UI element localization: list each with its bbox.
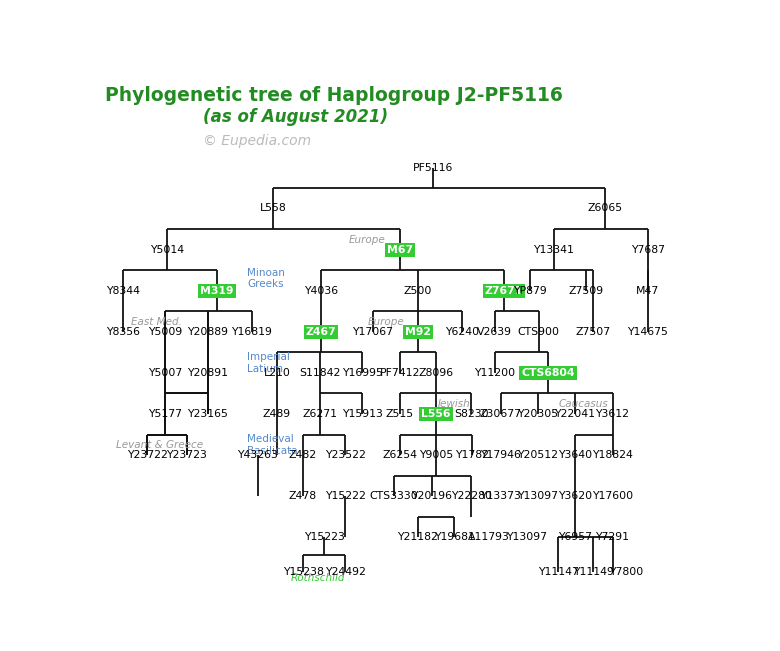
Text: Medieval
Basilicata: Medieval Basilicata [247,434,298,456]
Text: Phylogenetic tree of Haplogroup J2-PF5116: Phylogenetic tree of Haplogroup J2-PF511… [105,86,562,105]
Text: Y15913: Y15913 [342,409,383,419]
Text: Y8356: Y8356 [106,327,140,337]
Text: L558: L558 [260,204,286,214]
Text: Y17946: Y17946 [480,450,521,460]
Text: Z467: Z467 [306,327,336,337]
Text: Z7671: Z7671 [484,286,523,296]
Text: Europe: Europe [349,234,385,245]
Text: PF7412: PF7412 [380,368,420,378]
Text: S11842: S11842 [300,368,341,378]
Text: V2639: V2639 [477,327,512,337]
Text: Y20305: Y20305 [517,409,558,419]
Text: Y17067: Y17067 [352,327,393,337]
Text: L210: L210 [264,368,290,378]
Text: Z7509: Z7509 [569,286,604,296]
Text: L556: L556 [421,409,451,419]
Text: Y19681: Y19681 [434,533,474,542]
Text: Z478: Z478 [289,491,317,501]
Text: Y24492: Y24492 [325,568,366,577]
Text: Y23522: Y23522 [325,450,366,460]
Text: Y13341: Y13341 [534,245,574,255]
Text: Y1782: Y1782 [456,450,489,460]
Text: © Eupedia.com: © Eupedia.com [204,134,311,148]
Text: CTS900: CTS900 [518,327,560,337]
Text: Y15222: Y15222 [325,491,366,501]
Text: Europe: Europe [367,317,405,327]
Text: Y4036: Y4036 [304,286,339,296]
Text: (as of August 2021): (as of August 2021) [204,108,388,126]
Text: Z6065: Z6065 [587,204,623,214]
Text: M92: M92 [405,327,431,337]
Text: Y3612: Y3612 [596,409,629,419]
Text: Z6254: Z6254 [382,450,417,460]
Text: Z30677: Z30677 [480,409,522,419]
Text: A11793: A11793 [468,533,510,542]
Text: Y3640: Y3640 [558,450,592,460]
Text: PF5116: PF5116 [413,163,453,173]
Text: Y22041: Y22041 [555,409,596,419]
Text: Y17600: Y17600 [592,491,633,501]
Text: Z482: Z482 [289,450,317,460]
Text: M47: M47 [636,286,659,296]
Text: Y5177: Y5177 [148,409,183,419]
Text: Rothschild: Rothschild [291,574,346,583]
Text: Y23165: Y23165 [187,409,228,419]
Text: Y11200: Y11200 [474,368,516,378]
Text: Y16995: Y16995 [342,368,383,378]
Text: Y11147: Y11147 [537,568,579,577]
Text: East Med.: East Med. [131,317,182,327]
Text: Y5014: Y5014 [150,245,184,255]
Text: CTS3330: CTS3330 [370,491,418,501]
Text: Y11149: Y11149 [573,568,614,577]
Text: Y15238: Y15238 [282,568,324,577]
Text: YP879: YP879 [512,286,547,296]
Text: Minoan
Greeks: Minoan Greeks [247,268,285,290]
Text: Y6240: Y6240 [445,327,479,337]
Text: Y20891: Y20891 [187,368,228,378]
Text: Y43263: Y43263 [237,450,278,460]
Text: Z489: Z489 [263,409,291,419]
Text: Y20512: Y20512 [517,450,558,460]
Text: Y13097: Y13097 [517,491,558,501]
Text: Y23723: Y23723 [166,450,207,460]
Text: Z6271: Z6271 [303,409,338,419]
Text: Y7800: Y7800 [609,568,644,577]
Text: Y13373: Y13373 [480,491,521,501]
Text: Jewish: Jewish [438,400,470,409]
Text: Z515: Z515 [385,409,414,419]
Text: Y7291: Y7291 [596,533,629,542]
Text: Y3620: Y3620 [558,491,592,501]
Text: Caucasus: Caucasus [558,399,608,409]
Text: Levant & Greece: Levant & Greece [115,440,203,450]
Text: Y14675: Y14675 [627,327,668,337]
Text: Y23722: Y23722 [126,450,168,460]
Text: Y20196: Y20196 [411,491,452,501]
Text: Y22280: Y22280 [451,491,491,501]
Text: Y18824: Y18824 [592,450,633,460]
Text: Z7507: Z7507 [576,327,611,337]
Text: Y6957: Y6957 [558,533,592,542]
Text: M319: M319 [200,286,234,296]
Text: M67: M67 [387,245,413,255]
Text: Y13097: Y13097 [506,533,548,542]
Text: Y5007: Y5007 [148,368,183,378]
Text: Y20889: Y20889 [187,327,228,337]
Text: Y9005: Y9005 [419,450,453,460]
Text: CTS6804: CTS6804 [521,368,575,378]
Text: Y8344: Y8344 [106,286,140,296]
Text: Y21182: Y21182 [398,533,438,542]
Text: S8230: S8230 [454,409,488,419]
Text: Y15223: Y15223 [303,533,345,542]
Text: Z8096: Z8096 [418,368,454,378]
Text: Y5009: Y5009 [148,327,183,337]
Text: Y16819: Y16819 [231,327,272,337]
Text: Z500: Z500 [404,286,432,296]
Text: Y7687: Y7687 [630,245,665,255]
Text: Imperial
Latium: Imperial Latium [247,352,290,374]
